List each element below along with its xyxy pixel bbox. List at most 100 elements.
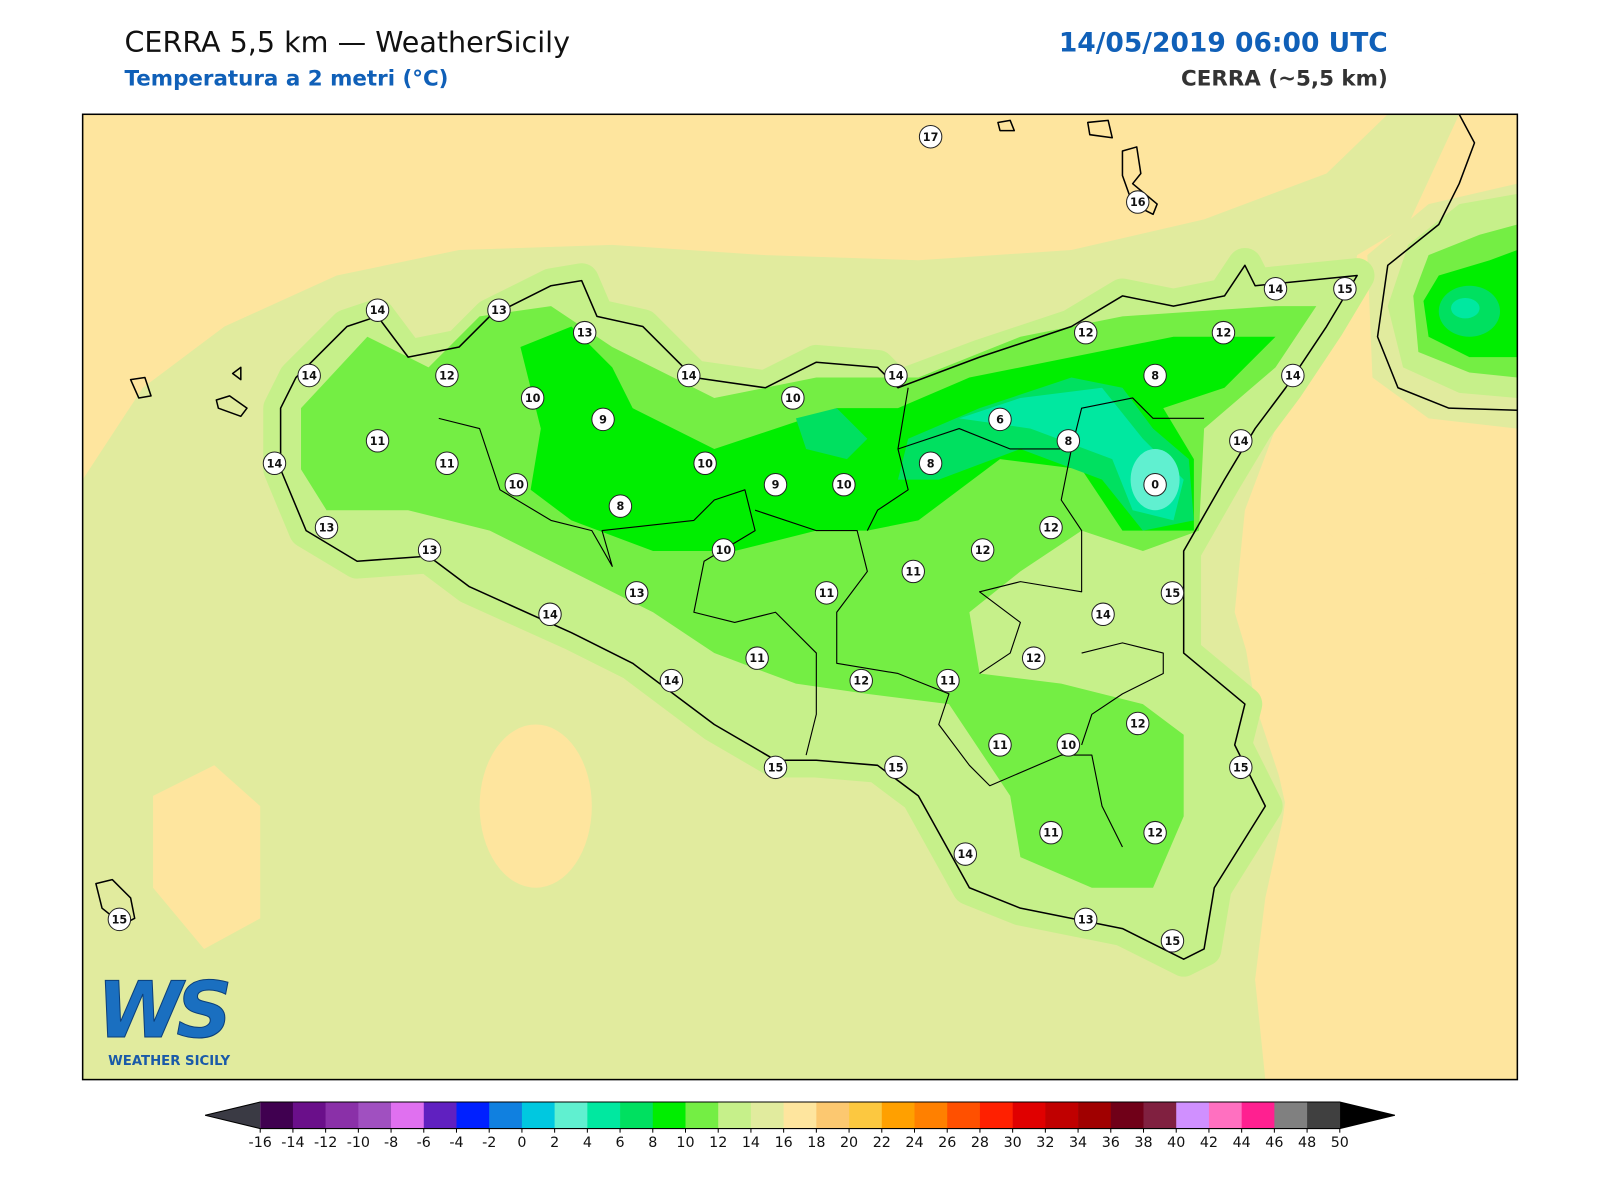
station-value: 11 — [1043, 827, 1059, 840]
station-marker — [1229, 755, 1253, 780]
colorbar-tick-label: 18 — [807, 1135, 825, 1151]
station-marker — [936, 668, 960, 693]
colorbar-extend-over — [1339, 1102, 1395, 1129]
map-fields — [82, 114, 1518, 1080]
station-value: 13 — [577, 327, 593, 340]
colorbar-tick-label: 44 — [1233, 1135, 1251, 1151]
field-6 — [795, 408, 868, 460]
station-value: 10 — [716, 544, 732, 557]
station-marker — [677, 363, 701, 388]
station-value: 9 — [599, 413, 607, 426]
colorbar-tick-label: 36 — [1102, 1135, 1120, 1151]
colorbar-bin — [587, 1102, 621, 1129]
colorbar-tick-label: 10 — [676, 1135, 694, 1151]
colorbar-tick-label: 40 — [1167, 1135, 1185, 1151]
colorbar-bin — [881, 1102, 915, 1129]
colorbar-tick-label: 26 — [938, 1135, 956, 1151]
station-marker — [849, 668, 873, 693]
station-marker — [1211, 320, 1236, 345]
colorbar-bin — [423, 1102, 457, 1129]
stations: 17 16 14 13 13 14 12 10 9 14 10 14 12 12 14 15 8 14 6 8 14 11… — [107, 125, 1357, 953]
station-value: 15 — [888, 761, 904, 774]
station-marker — [901, 559, 925, 584]
colorbar-tick-label: -4 — [449, 1135, 463, 1151]
station-marker — [1056, 733, 1081, 757]
station-value: 10 — [525, 392, 541, 405]
station-value: 10 — [1061, 739, 1077, 752]
colorbar-bin — [947, 1102, 981, 1129]
calabria-coast — [1376, 114, 1518, 411]
station-marker — [1039, 515, 1063, 540]
station-marker — [1021, 646, 1046, 670]
colorbar-tick-label: 16 — [775, 1135, 793, 1151]
station-value: 12 — [1043, 522, 1059, 535]
station-marker — [314, 515, 339, 540]
station-marker — [814, 581, 839, 605]
station-value: 12 — [975, 544, 991, 557]
station-marker — [1091, 602, 1115, 627]
colorbar-bin — [456, 1102, 490, 1129]
station-value: 12 — [1216, 327, 1232, 340]
station-marker — [1056, 429, 1081, 453]
station-value: 11 — [992, 739, 1008, 752]
station-value: 11 — [370, 435, 386, 448]
coastlines — [95, 114, 1518, 960]
colorbar-tick-label: 50 — [1331, 1135, 1349, 1151]
colorbar-tick-label: 38 — [1134, 1135, 1152, 1151]
station-value: 6 — [996, 413, 1004, 426]
colorbar-tick-label: 24 — [905, 1135, 923, 1151]
station-marker — [970, 538, 995, 562]
colorbar-bin — [1307, 1102, 1341, 1129]
colorbar-bin — [652, 1102, 686, 1129]
colorbar-tick-label: 6 — [616, 1135, 625, 1151]
station-value: 12 — [1026, 652, 1042, 665]
station-marker — [988, 733, 1012, 757]
station-value: 10 — [697, 457, 713, 470]
subtitle: Temperatura a 2 metri (°C) — [124, 67, 448, 92]
colorbar-tick-label: -8 — [384, 1135, 398, 1151]
colorbar-bin — [1143, 1102, 1177, 1129]
colorbar-tick-label: 32 — [1036, 1135, 1054, 1151]
station-value: 11 — [439, 457, 455, 470]
colorbar-bin — [979, 1102, 1013, 1129]
station-value: 8 — [617, 500, 625, 513]
colorbar: -16 -14 -12 -10 -8 -6 -4 -2 0 2 4 6 8 10 12 14 16 18 20 22 2… — [204, 1101, 1396, 1151]
station-marker — [297, 363, 321, 388]
station-marker — [918, 125, 943, 149]
station-value: 11 — [819, 587, 835, 600]
station-value: 0 — [1151, 479, 1159, 492]
station-value: 15 — [112, 913, 128, 926]
colorbar-tick-label: -12 — [314, 1135, 337, 1151]
station-value: 15 — [1165, 587, 1181, 600]
colorbar-tick-label: 4 — [583, 1135, 592, 1151]
station-marker — [365, 298, 390, 322]
colorbar-bin — [718, 1102, 752, 1129]
model-label: CERRA (~5,5 km) — [1181, 67, 1388, 92]
station-value: 10 — [509, 479, 525, 492]
station-value: 11 — [905, 565, 921, 578]
station-marker — [487, 298, 511, 322]
station-marker — [763, 472, 788, 497]
field-16-patch — [1239, 489, 1518, 1080]
colorbar-bin — [521, 1102, 555, 1129]
station-marker — [1073, 320, 1098, 345]
station-value: 12 — [1130, 717, 1146, 730]
station-marker — [884, 363, 908, 388]
station-marker — [538, 602, 562, 627]
station-value: 13 — [1078, 913, 1094, 926]
station-marker — [1073, 907, 1098, 932]
station-marker — [520, 386, 545, 410]
internal-borders — [438, 387, 1205, 848]
station-value: 14 — [957, 848, 973, 861]
station-value: 14 — [1268, 283, 1284, 296]
station-marker — [711, 538, 736, 562]
station-marker — [763, 755, 788, 780]
colorbar-bin — [783, 1102, 817, 1129]
station-value: 10 — [785, 392, 801, 405]
station-value: 9 — [772, 479, 780, 492]
station-value: 15 — [1337, 283, 1353, 296]
station-marker — [262, 451, 287, 475]
colorbar-tick-label: -16 — [249, 1135, 272, 1151]
